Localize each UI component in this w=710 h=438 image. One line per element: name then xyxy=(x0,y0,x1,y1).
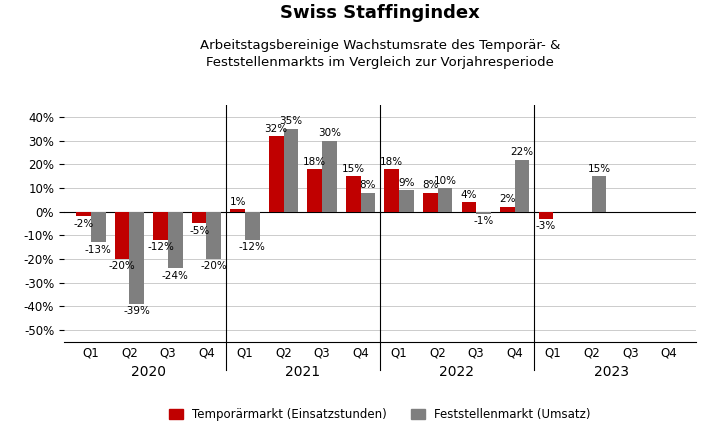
Text: 18%: 18% xyxy=(381,157,403,166)
Text: 32%: 32% xyxy=(265,124,288,134)
Bar xyxy=(515,159,530,212)
Bar xyxy=(115,212,129,259)
Text: -3%: -3% xyxy=(536,221,556,231)
Text: 9%: 9% xyxy=(398,178,415,188)
Bar xyxy=(91,212,106,242)
Bar xyxy=(307,169,322,212)
Text: -12%: -12% xyxy=(147,242,174,252)
Text: 30%: 30% xyxy=(318,128,341,138)
Text: 2022: 2022 xyxy=(439,365,474,379)
Text: -12%: -12% xyxy=(239,242,266,252)
Text: -5%: -5% xyxy=(189,226,209,236)
Bar xyxy=(476,212,491,214)
Text: 35%: 35% xyxy=(279,117,302,127)
Legend: Temporärmarkt (Einsatzstunden), Feststellenmarkt (Umsatz): Temporärmarkt (Einsatzstunden), Feststel… xyxy=(164,403,596,426)
Bar xyxy=(230,209,245,212)
Bar xyxy=(129,212,144,304)
Text: Swiss Staffingindex: Swiss Staffingindex xyxy=(280,4,480,22)
Text: 15%: 15% xyxy=(342,164,365,174)
Text: 1%: 1% xyxy=(229,197,246,207)
Bar xyxy=(437,188,452,212)
Bar xyxy=(385,169,399,212)
Bar xyxy=(361,193,375,212)
Text: -20%: -20% xyxy=(109,261,136,271)
Text: 4%: 4% xyxy=(461,190,477,200)
Text: -20%: -20% xyxy=(200,261,227,271)
Bar xyxy=(168,212,182,268)
Text: 8%: 8% xyxy=(360,180,376,190)
Bar xyxy=(76,212,91,216)
Bar xyxy=(153,212,168,240)
Text: 22%: 22% xyxy=(510,147,534,157)
Text: -2%: -2% xyxy=(73,219,94,229)
Text: -13%: -13% xyxy=(84,245,111,254)
Text: -1%: -1% xyxy=(474,216,493,226)
Bar xyxy=(591,176,606,212)
Bar xyxy=(423,193,437,212)
Text: 2023: 2023 xyxy=(594,365,628,379)
Bar xyxy=(269,136,283,212)
Text: Arbeitstagsbereinige Wachstumsrate des Temporär- &
Feststellenmarkts im Vergleic: Arbeitstagsbereinige Wachstumsrate des T… xyxy=(200,39,560,69)
Text: 2021: 2021 xyxy=(285,365,320,379)
Text: 18%: 18% xyxy=(303,157,327,166)
Text: 8%: 8% xyxy=(422,180,439,190)
Bar xyxy=(462,202,476,212)
Bar xyxy=(283,129,298,212)
Text: 2020: 2020 xyxy=(131,365,166,379)
Bar xyxy=(539,212,553,219)
Bar xyxy=(207,212,221,259)
Text: 10%: 10% xyxy=(434,176,457,186)
Text: -24%: -24% xyxy=(162,271,189,281)
Text: -39%: -39% xyxy=(124,306,150,316)
Bar xyxy=(245,212,260,240)
Bar xyxy=(500,207,515,212)
Bar xyxy=(192,212,207,223)
Text: 2%: 2% xyxy=(499,194,515,205)
Bar xyxy=(322,141,337,212)
Text: 15%: 15% xyxy=(588,164,611,174)
Bar xyxy=(399,190,414,212)
Bar xyxy=(346,176,361,212)
